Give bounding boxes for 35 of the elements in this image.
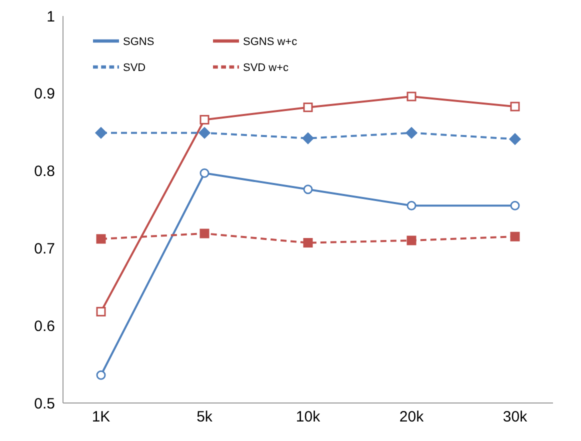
point [96, 306, 106, 316]
point [510, 232, 520, 242]
y-tick-label: 0.8 [34, 163, 55, 180]
y-tick-label: 0.6 [34, 318, 55, 335]
point [510, 200, 520, 210]
point [200, 168, 210, 178]
point [510, 102, 520, 112]
y-tick-label: 0.5 [34, 395, 55, 412]
x-tick-label: 10k [296, 408, 321, 426]
point [200, 114, 210, 124]
point [95, 127, 107, 139]
x-tick-label: 20k [399, 408, 424, 426]
legend-label: SGNS [123, 35, 156, 50]
y-tick-label: 1 [46, 8, 55, 26]
y-tick-label: 0.9 [34, 86, 55, 103]
legend-label: SGNS w+c [243, 35, 298, 50]
point [406, 127, 418, 139]
point [96, 234, 106, 244]
point [302, 132, 314, 144]
point [303, 102, 313, 112]
point [200, 228, 210, 238]
y-tick-label: 0.7 [34, 240, 55, 258]
x-tick-label: 5k [196, 408, 213, 426]
point [406, 200, 416, 210]
point [303, 238, 313, 248]
x-tick-label: 30k [502, 408, 528, 426]
point [406, 236, 416, 246]
point [96, 370, 106, 380]
point [509, 133, 521, 145]
point [198, 127, 210, 139]
point [303, 184, 313, 194]
legend-label: SVD [123, 61, 147, 76]
x-tick-label: 1K [92, 408, 110, 426]
point [406, 92, 416, 102]
legend-label: SVD w+c [243, 61, 290, 76]
